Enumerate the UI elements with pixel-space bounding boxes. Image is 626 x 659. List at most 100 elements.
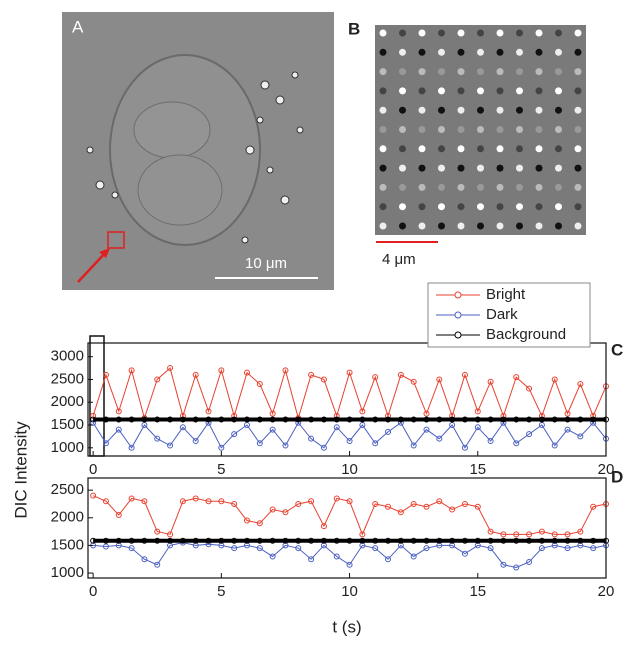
arrow-head (99, 248, 110, 258)
data-point (179, 498, 186, 505)
y-tick-label: 2000 (51, 393, 84, 410)
bead (574, 222, 582, 230)
data-point (256, 416, 263, 423)
x-tick-label: 10 (341, 461, 358, 478)
data-point (333, 553, 340, 560)
data-point (128, 416, 135, 423)
bead (535, 164, 543, 172)
bead (418, 29, 426, 37)
bead (399, 48, 406, 56)
data-point (295, 537, 302, 544)
data-point (256, 520, 263, 527)
data-point (538, 545, 545, 552)
data-point (115, 426, 122, 433)
data-point (487, 537, 494, 544)
data-point (513, 564, 520, 571)
data-point (308, 435, 315, 442)
bead (438, 222, 445, 230)
data-point (410, 416, 417, 423)
bead (516, 164, 523, 172)
data-point (423, 426, 430, 433)
x-tick-label: 0 (89, 461, 97, 478)
bead (399, 183, 406, 191)
data-point (410, 537, 417, 544)
bead (516, 126, 523, 133)
bead (457, 145, 465, 153)
data-point (269, 537, 276, 544)
bead (535, 68, 543, 76)
data-point (461, 537, 468, 544)
bead (477, 164, 484, 172)
y-tick-label: 3000 (51, 348, 84, 365)
data-point (231, 416, 238, 423)
bead (574, 87, 582, 95)
data-point (320, 376, 327, 383)
bead (496, 68, 504, 76)
bead (535, 126, 543, 133)
bead (516, 87, 523, 95)
y-tick-label: 1500 (51, 536, 84, 553)
bead (574, 126, 582, 133)
bead (555, 48, 562, 56)
nucleus (133, 101, 211, 159)
data-point (538, 528, 545, 535)
data-point (218, 498, 225, 505)
bead (516, 68, 523, 76)
data-point (218, 416, 225, 423)
data-point (359, 416, 366, 423)
panel-label: A (72, 17, 84, 36)
arrow (77, 251, 107, 283)
y-tick-label: 2000 (51, 509, 84, 526)
data-point (205, 537, 212, 544)
bead (379, 68, 387, 76)
data-point (526, 416, 533, 423)
bead (438, 203, 445, 211)
bead (379, 203, 387, 211)
bead (516, 203, 523, 211)
data-point (282, 442, 289, 449)
data-point (564, 531, 571, 538)
data-point (551, 442, 558, 449)
data-point (141, 537, 148, 544)
data-point (192, 537, 199, 544)
data-point (346, 561, 353, 568)
bead (399, 203, 406, 211)
data-point (128, 444, 135, 451)
data-point (397, 416, 404, 423)
legend-marker (454, 291, 462, 299)
bead (379, 145, 387, 153)
x-tick-label: 15 (469, 461, 486, 478)
panel-label: C (611, 340, 623, 359)
bead (477, 145, 484, 153)
bead (516, 145, 523, 153)
data-point (461, 550, 468, 557)
series-line (93, 542, 607, 569)
data-point (487, 528, 494, 535)
bead (477, 68, 484, 76)
data-point (102, 440, 109, 447)
data-point (436, 537, 443, 544)
data-point (333, 424, 340, 431)
bead (418, 145, 426, 153)
data-point (346, 537, 353, 544)
data-point (513, 416, 520, 423)
x-tick-label: 0 (89, 583, 97, 600)
bead (496, 145, 504, 153)
bead (399, 29, 406, 37)
data-point (115, 408, 122, 415)
data-point (256, 440, 263, 447)
y-tick-label: 1000 (51, 439, 84, 456)
bead (379, 222, 387, 230)
data-point (128, 537, 135, 544)
y-tick-label: 2500 (51, 481, 84, 498)
highlight-box (89, 335, 105, 457)
x-tick-label: 5 (217, 461, 225, 478)
data-point (333, 416, 340, 423)
data-point (308, 556, 315, 563)
bead (418, 164, 426, 172)
data-point (192, 371, 199, 378)
data-point (269, 553, 276, 560)
y-tick-label: 1500 (51, 416, 84, 433)
data-point (385, 503, 392, 510)
series (90, 419, 609, 451)
